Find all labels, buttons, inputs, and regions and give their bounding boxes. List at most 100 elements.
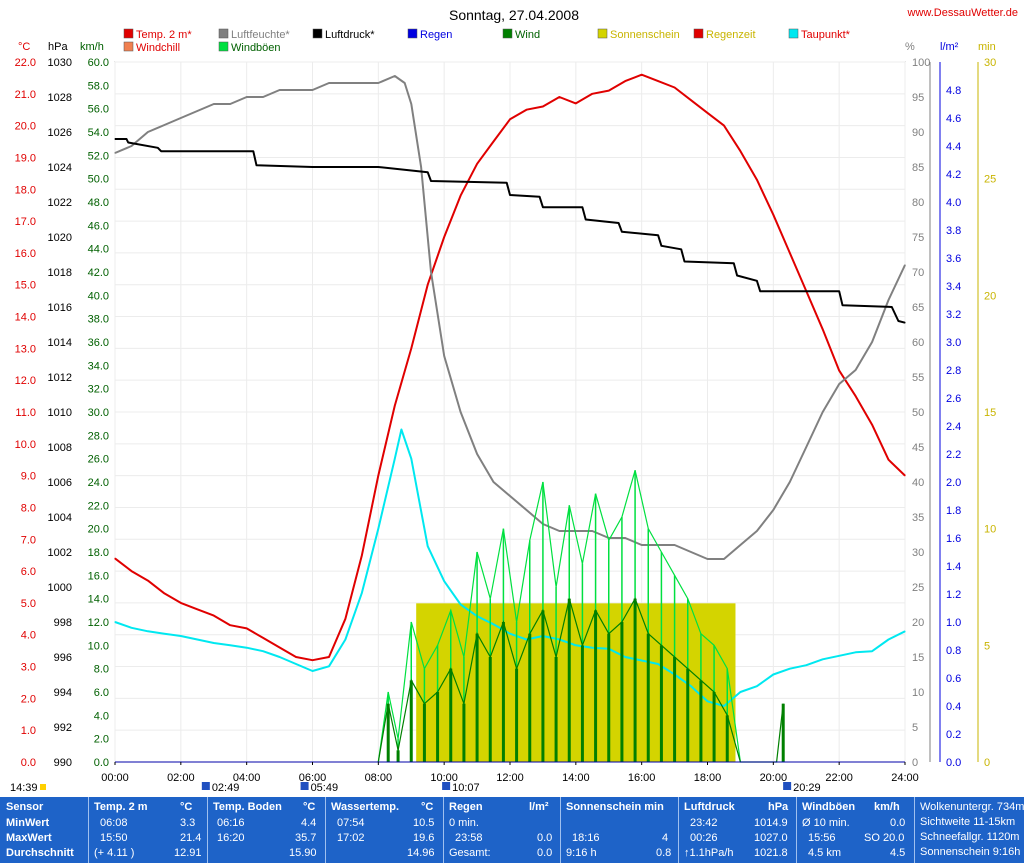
stat-min-value: 3.3 [180, 817, 196, 829]
rain-tick-label: 3.6 [946, 253, 961, 265]
stat-avg-value: 14.96 [407, 847, 435, 859]
wind-tick-label: 2.0 [94, 734, 109, 746]
stat-col-temp2m: Temp. 2 m °C 06:08 3.3 15:50 21.4 (+ 4.1… [92, 797, 204, 863]
stat-unit: °C [421, 801, 434, 813]
wind-tick-label: 18.0 [88, 547, 109, 559]
series-point [575, 102, 577, 104]
stat-unit: l/m² [529, 801, 549, 813]
rain-tick-label: 2.2 [946, 449, 961, 461]
legend-swatch [693, 28, 704, 39]
sun-tick-label: 30 [984, 57, 996, 69]
x-tick-label: 10:00 [430, 772, 458, 784]
series-point [756, 530, 758, 532]
stat-row-min: MinWert [6, 817, 50, 829]
series-point [410, 458, 412, 460]
stat-r1-value: 0.0 [890, 817, 906, 829]
humidity-tick-label: 55 [912, 372, 924, 384]
series-point [180, 602, 182, 604]
stat-min-time: 06:08 [100, 817, 128, 829]
rain-tick-label: 1.2 [946, 589, 961, 601]
stat-unit: °C [180, 801, 193, 813]
series-point [114, 152, 116, 154]
pressure-tick-label: 1018 [48, 267, 72, 279]
wind-unit-label: km/h [80, 41, 104, 53]
stat-r3-label: 9:16 h [566, 847, 597, 859]
series-point [680, 248, 682, 250]
series-point [114, 621, 116, 623]
rain-tick-label: 3.4 [946, 281, 961, 293]
legend-label: Temp. 2 m* [136, 29, 192, 41]
series-point [404, 82, 406, 84]
series-point [855, 395, 857, 397]
stat-max-time: 15:50 [100, 832, 128, 844]
stat-r1-label: Ø 10 min. [802, 817, 850, 829]
series-point [756, 685, 758, 687]
series-point [591, 647, 593, 649]
series-point [492, 623, 495, 625]
rain-tick-label: 1.6 [946, 533, 961, 545]
x-tick-label: 24:00 [891, 772, 919, 784]
temp-tick-label: 2.0 [21, 693, 36, 705]
legend-swatch [597, 28, 608, 39]
sun-tick-label: 5 [984, 640, 990, 652]
site-link[interactable]: www.DessauWetter.de [907, 7, 1018, 19]
series-taupunkt [114, 428, 906, 707]
wind-tick-label: 60.0 [88, 57, 109, 69]
series-point [114, 138, 116, 140]
rain-tick-label: 1.4 [946, 561, 961, 573]
x-tick-label: 14:00 [562, 772, 590, 784]
temp-tick-label: 7.0 [21, 534, 36, 546]
series-point [147, 131, 149, 133]
series-temp-2-m [114, 73, 906, 662]
series-point [904, 475, 906, 477]
series-point [723, 705, 725, 707]
temp-tick-label: 10.0 [15, 439, 36, 451]
series-point [838, 383, 840, 385]
series-point [311, 670, 314, 672]
pressure-tick-label: 996 [54, 652, 72, 664]
series-point [558, 96, 560, 98]
series-point [591, 93, 593, 95]
humidity-tick-label: 70 [912, 267, 924, 279]
rain-tick-label: 4.6 [946, 113, 961, 125]
stat-r2-value: 0.0 [537, 832, 553, 844]
wind-tick-label: 58.0 [88, 80, 109, 92]
series-point [621, 231, 623, 233]
legend-swatch [218, 28, 229, 39]
stat-col-druck: Luftdruck hPa 23:42 1014.9 00:26 1027.0 … [682, 797, 794, 863]
chart-title: Sonntag, 27.04.2008 [449, 7, 579, 23]
humidity-tick-label: 45 [912, 442, 924, 454]
humidity-tick-label: 60 [912, 337, 924, 349]
stat-r3-value: 0.0 [537, 847, 553, 859]
series-point [706, 112, 709, 114]
stat-head: Windböen [802, 801, 856, 813]
stat-r3-label: ↑1.1hPa/h [684, 847, 734, 859]
temp-tick-label: 6.0 [21, 566, 36, 578]
stat-col-extra: Wolkenuntergr. 734m Sichtweite 11-15km S… [918, 797, 1024, 863]
wind-tick-label: 44.0 [88, 244, 109, 256]
series-point [476, 163, 478, 165]
series-point [278, 89, 281, 91]
axis-unit-labels: °C hPa km/h % l/m² min [18, 41, 996, 53]
rain-tick-label: 0.2 [946, 729, 961, 741]
wind-tick-label: 4.0 [94, 710, 109, 722]
stat-r2-value: 1027.0 [754, 832, 788, 844]
series-point [196, 110, 198, 112]
temp-tick-label: 14.0 [15, 312, 36, 324]
series-point [361, 82, 363, 84]
pressure-tick-label: 1016 [48, 302, 72, 314]
series-point [591, 530, 593, 532]
temp-tick-label: 9.0 [21, 471, 36, 483]
rain-tick-label: 1.0 [946, 617, 961, 629]
series-point [723, 125, 725, 127]
series-point [377, 82, 379, 84]
stat-head: Regen [449, 801, 483, 813]
series-point [657, 80, 659, 82]
series-point [509, 118, 511, 120]
series-point [525, 509, 528, 511]
x-tick-label: 06:00 [299, 772, 327, 784]
series-point [180, 635, 182, 637]
series-point [904, 264, 906, 266]
series-point [328, 656, 330, 658]
stat-unit: hPa [768, 801, 789, 813]
